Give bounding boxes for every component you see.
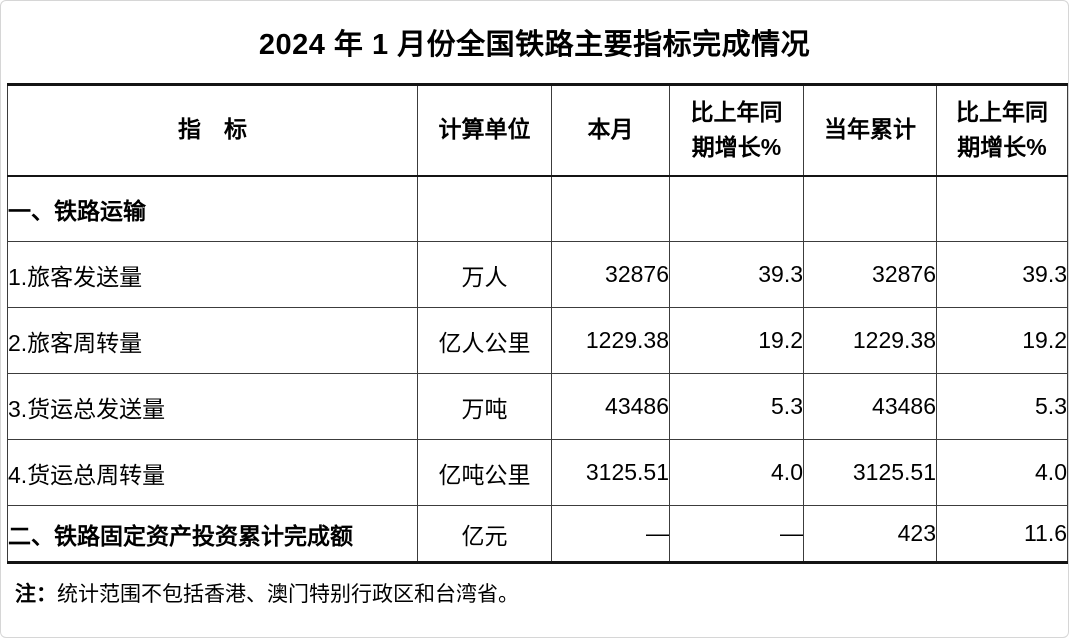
page-title: 2024 年 1 月份全国铁路主要指标完成情况	[258, 29, 811, 61]
table-row-passenger-turnover: 2.旅客周转量 亿人公里 1229.38 19.2 1229.38 19.2	[7, 307, 1068, 374]
cell-cumulative-growth: 4.0	[936, 439, 1068, 506]
col-header-unit: 计算单位	[417, 84, 552, 177]
footnote-label: 注：	[15, 583, 57, 606]
footnote-text: 统计范围不包括香港、澳门特别行政区和台湾省。	[57, 583, 519, 606]
cell-unit: 亿人公里	[417, 307, 552, 374]
cell-unit: 亿元	[417, 505, 552, 563]
cell-unit: 万人	[417, 241, 552, 308]
stats-table: 指 标 计算单位 本月 比上年同 期增长% 当年累计 比上年同 期增长% 一、铁…	[7, 83, 1068, 564]
cell-month: 32876	[551, 241, 670, 308]
header-row: 指 标 计算单位 本月 比上年同 期增长% 当年累计 比上年同 期增长%	[7, 84, 1068, 177]
cell-month-growth: 19.2	[669, 307, 804, 374]
cell-indicator: 4.货运总周转量	[7, 439, 418, 506]
cell-month: 43486	[551, 373, 670, 440]
cell-indicator: 2.旅客周转量	[7, 307, 418, 374]
col-header-month: 本月	[551, 84, 670, 177]
cell-cumulative-growth: 39.3	[936, 241, 1068, 308]
cell-month: —	[551, 505, 670, 563]
table-row-freight-turnover: 4.货运总周转量 亿吨公里 3125.51 4.0 3125.51 4.0	[7, 439, 1068, 506]
cell-month-growth: 5.3	[669, 373, 804, 440]
cell-cumulative-growth: 19.2	[936, 307, 1068, 374]
cell-month-growth: 4.0	[669, 439, 804, 506]
cell-indicator: 1.旅客发送量	[7, 241, 418, 308]
cell-cumulative: 1229.38	[803, 307, 937, 374]
cell-month-growth: —	[669, 505, 804, 563]
cell-month	[551, 175, 670, 242]
table-row-passenger-volume: 1.旅客发送量 万人 32876 39.3 32876 39.3	[7, 241, 1068, 308]
table-row-section-transport: 一、铁路运输	[7, 175, 1068, 242]
cell-cumulative-growth	[936, 175, 1068, 242]
cell-indicator: 二、铁路固定资产投资累计完成额	[7, 505, 418, 563]
table-row-freight-volume: 3.货运总发送量 万吨 43486 5.3 43486 5.3	[7, 373, 1068, 440]
col-header-indicator: 指 标	[7, 84, 418, 177]
cell-month: 3125.51	[551, 439, 670, 506]
cell-unit: 亿吨公里	[417, 439, 552, 506]
cell-cumulative: 32876	[803, 241, 937, 308]
col-header-month-growth: 比上年同 期增长%	[669, 84, 804, 177]
cell-cumulative-growth: 5.3	[936, 373, 1068, 440]
cell-cumulative: 3125.51	[803, 439, 937, 506]
cell-indicator: 一、铁路运输	[7, 175, 418, 242]
cell-indicator: 3.货运总发送量	[7, 373, 418, 440]
cell-cumulative: 43486	[803, 373, 937, 440]
cell-month-growth	[669, 175, 804, 242]
cell-unit: 万吨	[417, 373, 552, 440]
cell-month: 1229.38	[551, 307, 670, 374]
footnote: 注：统计范围不包括香港、澳门特别行政区和台湾省。	[1, 580, 1068, 609]
cell-cumulative: 423	[803, 505, 937, 563]
col-header-cumulative-growth: 比上年同 期增长%	[936, 84, 1068, 177]
cell-month-growth: 39.3	[669, 241, 804, 308]
col-header-cumulative: 当年累计	[803, 84, 937, 177]
cell-unit	[417, 175, 552, 242]
cell-cumulative	[803, 175, 937, 242]
table-row-fixed-asset-investment: 二、铁路固定资产投资累计完成额 亿元 — — 423 11.6	[7, 505, 1068, 563]
cell-cumulative-growth: 11.6	[936, 505, 1068, 563]
